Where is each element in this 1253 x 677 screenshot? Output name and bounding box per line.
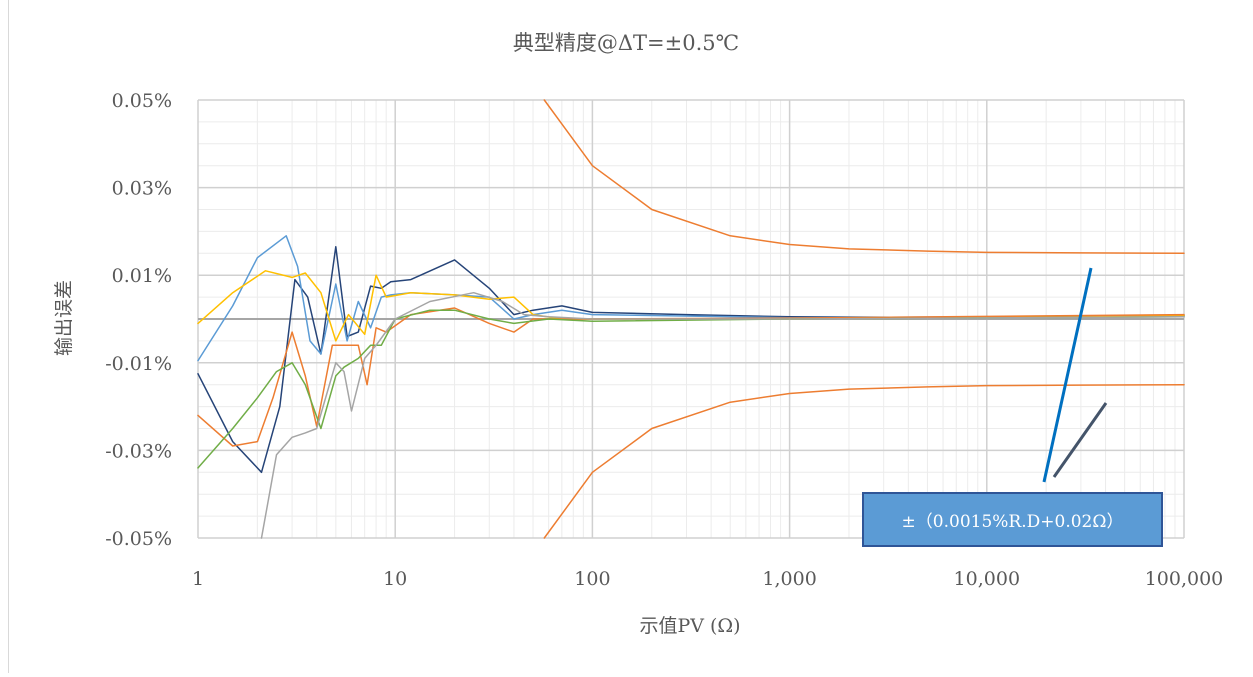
chart-title: 典型精度@ΔT=±0.5℃ (513, 31, 739, 55)
x-tick-label: 100 (574, 568, 610, 590)
series-line-7 (197, 309, 1185, 469)
y-tick-label: 0.01% (112, 265, 172, 287)
series-line-4 (197, 235, 1185, 362)
y-tick-label: -0.05% (105, 528, 172, 550)
series-layer (197, 99, 1185, 539)
tick-labels: 1 10 100 1,000 10,000 100,000 -0.05% -0.03% -0.0… (105, 90, 1223, 590)
series-line-3 (197, 245, 1185, 474)
y-tick-label: -0.01% (105, 353, 172, 375)
x-tick-label: 10 (383, 568, 407, 590)
frame-left-edge (8, 0, 9, 673)
y-tick-label: 0.03% (112, 178, 172, 200)
annotation-arrow-blue (1042, 267, 1093, 483)
x-tick-label: 100,000 (1145, 568, 1224, 590)
x-axis-label: 示值PV (Ω) (639, 615, 740, 637)
y-tick-label: -0.03% (105, 440, 172, 462)
annotation-arrow-dark (1052, 402, 1108, 478)
tolerance-callout: ±（0.0015%R.D+0.02Ω） (862, 492, 1163, 547)
series-line-1 (543, 99, 1185, 255)
annotation-arrows (1042, 267, 1108, 483)
series-line-8 (260, 291, 1185, 539)
y-axis-label: 输出误差 (53, 280, 75, 356)
x-tick-label: 1,000 (762, 568, 816, 590)
y-tick-label: 0.05% (112, 90, 172, 112)
series-line-2 (543, 383, 1185, 539)
x-tick-label: 10,000 (954, 568, 1020, 590)
x-tick-label: 1 (192, 568, 204, 590)
